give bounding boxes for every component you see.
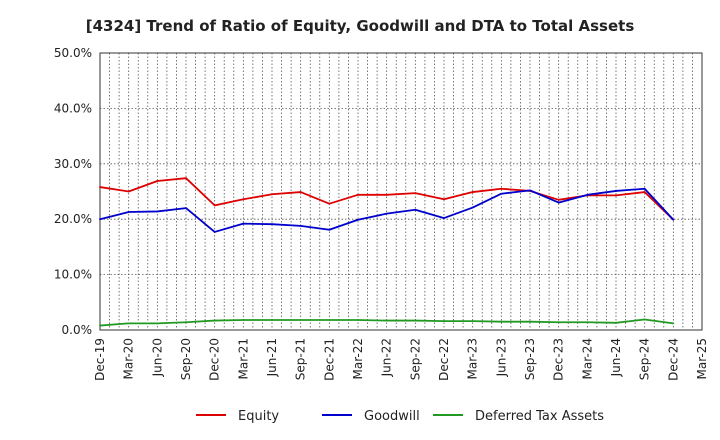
data-point-goodwill <box>643 187 646 190</box>
x-tick-label: Jun-21 <box>265 338 279 377</box>
data-point-deferred-tax-assets <box>242 319 245 321</box>
data-point-goodwill <box>385 212 388 215</box>
data-point-equity <box>643 191 646 193</box>
x-tick-label: Sep-20 <box>179 338 193 380</box>
data-point-equity <box>156 180 159 182</box>
x-tick-label: Dec-22 <box>437 338 451 381</box>
data-point-equity <box>299 191 302 193</box>
data-point-goodwill <box>242 222 245 225</box>
data-point-equity <box>385 193 388 196</box>
data-point-deferred-tax-assets <box>557 321 560 324</box>
data-point-goodwill <box>357 218 359 221</box>
data-point-equity <box>414 192 417 195</box>
x-tick-label: Jun-24 <box>609 338 623 377</box>
x-tick-label: Dec-20 <box>208 338 222 381</box>
x-tick-label: Jun-23 <box>494 338 508 377</box>
data-point-deferred-tax-assets <box>328 319 331 321</box>
data-point-goodwill <box>156 210 159 213</box>
legend-label-equity: Equity <box>238 409 279 424</box>
legend-label-goodwill: Goodwill <box>364 409 420 424</box>
data-point-goodwill <box>328 228 331 231</box>
data-point-deferred-tax-assets <box>99 324 101 327</box>
data-point-deferred-tax-assets <box>443 320 445 323</box>
x-tick-label: Mar-21 <box>236 338 250 379</box>
data-point-goodwill <box>500 192 503 195</box>
data-point-equity <box>357 193 359 196</box>
data-point-goodwill <box>586 193 589 196</box>
x-tick-label: Jun-20 <box>150 338 164 377</box>
data-point-deferred-tax-assets <box>213 319 216 322</box>
data-point-deferred-tax-assets <box>156 322 159 325</box>
data-point-deferred-tax-assets <box>471 320 474 323</box>
data-point-goodwill <box>185 207 187 210</box>
data-point-goodwill <box>127 211 130 213</box>
data-point-equity <box>242 198 245 201</box>
data-point-equity <box>471 191 474 193</box>
data-point-goodwill <box>213 231 216 233</box>
x-tick-label: Sep-21 <box>294 338 308 380</box>
x-tick-label: Mar-20 <box>122 338 136 379</box>
data-point-deferred-tax-assets <box>529 320 531 323</box>
data-point-deferred-tax-assets <box>500 320 503 323</box>
legend-label-deferred-tax-assets: Deferred Tax Assets <box>475 409 604 424</box>
data-point-equity <box>557 198 560 201</box>
y-tick-label: 20.0% <box>54 212 92 226</box>
x-tick-label: Dec-19 <box>93 338 107 381</box>
data-point-deferred-tax-assets <box>414 319 417 322</box>
data-point-deferred-tax-assets <box>586 321 589 324</box>
x-tick-label: Mar-23 <box>466 338 480 379</box>
data-point-equity <box>213 204 216 207</box>
data-point-goodwill <box>471 206 474 209</box>
data-point-deferred-tax-assets <box>127 322 130 325</box>
plot-area: 0.0% 10.0% 20.0% 30.0% 40.0% 50.0% Dec-19 Mar-2… <box>54 46 709 381</box>
data-point-deferred-tax-assets <box>643 318 646 321</box>
data-point-goodwill <box>299 224 302 227</box>
data-point-equity <box>328 202 331 205</box>
y-tick-label: 40.0% <box>54 101 92 115</box>
data-point-deferred-tax-assets <box>271 319 273 321</box>
legend: Equity Goodwill Deferred Tax Assets <box>196 409 604 424</box>
data-point-deferred-tax-assets <box>185 321 187 324</box>
y-tick-label: 10.0% <box>54 268 92 282</box>
data-point-goodwill <box>672 218 675 221</box>
x-tick-label: Mar-22 <box>351 338 365 379</box>
data-point-equity <box>185 177 187 180</box>
y-tick-label: 50.0% <box>54 46 92 60</box>
data-point-deferred-tax-assets <box>385 319 388 322</box>
data-point-goodwill <box>99 218 101 221</box>
x-tick-label: Dec-21 <box>322 338 336 381</box>
x-tick-label: Dec-23 <box>552 338 566 381</box>
y-tick-label: 30.0% <box>54 157 92 171</box>
x-tick-label: Sep-22 <box>408 338 422 380</box>
data-point-equity <box>99 186 101 188</box>
data-point-goodwill <box>414 208 417 211</box>
data-point-equity <box>500 187 503 190</box>
x-tick-label: Mar-24 <box>580 338 594 379</box>
x-tick-label: Mar-25 <box>695 338 709 379</box>
data-point-goodwill <box>557 201 560 204</box>
data-point-goodwill <box>615 190 617 192</box>
data-point-goodwill <box>529 189 531 192</box>
data-point-deferred-tax-assets <box>672 322 675 325</box>
chart-title: [4324] Trend of Ratio of Equity, Goodwil… <box>86 17 635 35</box>
x-tick-label: Dec-24 <box>666 338 680 381</box>
x-tick-label: Sep-23 <box>523 338 537 380</box>
data-point-equity <box>127 190 130 193</box>
data-point-equity <box>443 198 445 201</box>
data-point-equity <box>615 194 617 197</box>
data-point-goodwill <box>271 223 273 226</box>
data-point-deferred-tax-assets <box>299 319 302 321</box>
x-tick-label: Sep-24 <box>638 338 652 380</box>
data-point-equity <box>271 193 273 196</box>
plot-frame <box>99 52 703 331</box>
data-point-deferred-tax-assets <box>615 321 617 324</box>
data-point-deferred-tax-assets <box>357 319 359 321</box>
data-point-goodwill <box>443 217 445 219</box>
y-tick-label: 0.0% <box>62 323 93 337</box>
x-tick-label: Jun-22 <box>380 338 394 377</box>
